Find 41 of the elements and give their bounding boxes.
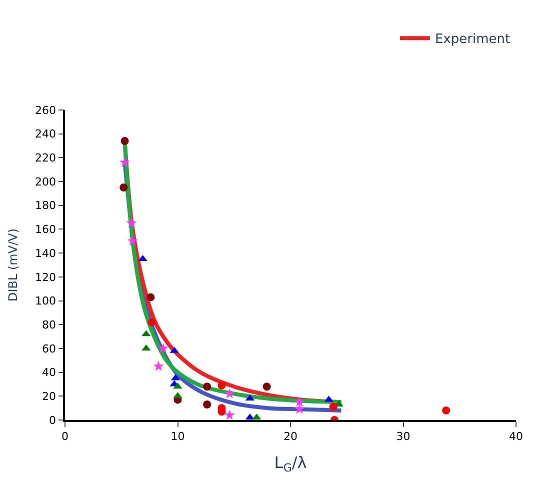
x-tick-label: 10 <box>170 430 185 443</box>
point <box>203 400 212 408</box>
y-tick-label: 180 <box>35 199 56 212</box>
y-tick-label: 140 <box>35 246 56 260</box>
y-tick-label: 160 <box>35 223 56 236</box>
y-tick-label: 120 <box>35 270 56 284</box>
y-tick-label: 100 <box>35 294 56 308</box>
point <box>119 156 130 167</box>
y-axis-title: DIBL (mV/V) <box>6 228 20 302</box>
y-tick-label: 260 <box>35 104 56 117</box>
y-tick-label: 60 <box>42 342 56 356</box>
point <box>126 218 137 228</box>
point <box>442 406 450 414</box>
point <box>224 410 235 420</box>
y-tick-label: 240 <box>35 128 56 141</box>
y-tick-label: 40 <box>42 366 56 380</box>
x-tick-label: 0 <box>62 430 68 443</box>
point <box>120 184 128 192</box>
point <box>203 382 212 391</box>
y-tick-label: 80 <box>42 318 56 332</box>
point <box>153 360 164 371</box>
y-tick-label: 0 <box>49 414 56 427</box>
point <box>158 342 168 353</box>
x-tick-label: 40 <box>509 430 523 443</box>
point <box>294 404 305 414</box>
point <box>262 382 271 391</box>
y-tick-label: 20 <box>42 390 56 403</box>
x-tick-label: 30 <box>396 430 410 443</box>
point <box>148 318 156 326</box>
y-tick-label: 220 <box>35 152 56 165</box>
x-axis-title: L$_{G}$/λ <box>274 453 307 475</box>
point <box>329 402 338 411</box>
point <box>120 137 129 145</box>
legend-label: Experiment <box>435 32 510 48</box>
point <box>224 388 235 398</box>
point <box>218 381 226 390</box>
point <box>294 396 305 407</box>
x-tick-label: 20 <box>284 430 298 443</box>
y-tick-label: 200 <box>35 175 56 188</box>
point <box>146 293 155 302</box>
point <box>127 236 138 246</box>
